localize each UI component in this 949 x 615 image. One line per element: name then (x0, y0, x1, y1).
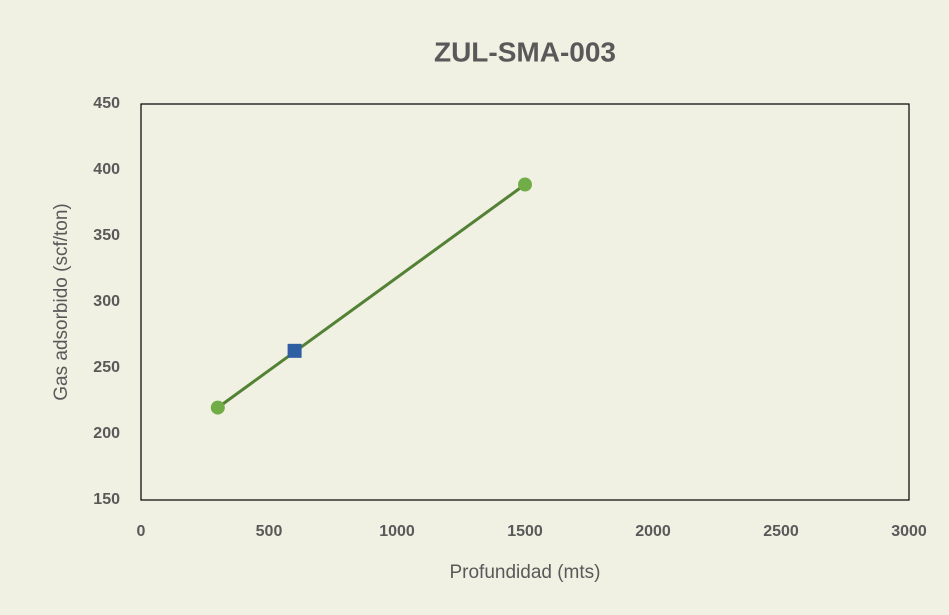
marker (518, 177, 532, 192)
plot-area (140, 103, 910, 501)
y-tick-label: 250 (93, 359, 120, 376)
x-tick-label: 0 (137, 523, 146, 540)
y-tick-label: 200 (93, 425, 120, 442)
y-tick-label: 350 (93, 227, 120, 244)
y-axis-label: Gas adsorbido (scf/ton) (51, 203, 72, 400)
marker (287, 343, 302, 358)
x-tick-label: 2500 (763, 523, 799, 540)
marker (210, 400, 225, 415)
x-tick-label: 500 (256, 523, 283, 540)
x-tick-label: 1500 (507, 523, 543, 540)
x-axis-label: Profundidad (mts) (449, 562, 600, 583)
series-line (216, 183, 526, 409)
y-tick-label: 150 (93, 491, 120, 508)
y-tick-label: 300 (93, 293, 120, 310)
x-tick-label: 3000 (891, 523, 927, 540)
chart-title: ZUL-SMA-003 (434, 36, 616, 67)
y-tick-label: 450 (93, 95, 120, 112)
y-tick-label: 400 (93, 161, 120, 178)
x-tick-label: 2000 (635, 523, 671, 540)
x-tick-label: 1000 (379, 523, 415, 540)
